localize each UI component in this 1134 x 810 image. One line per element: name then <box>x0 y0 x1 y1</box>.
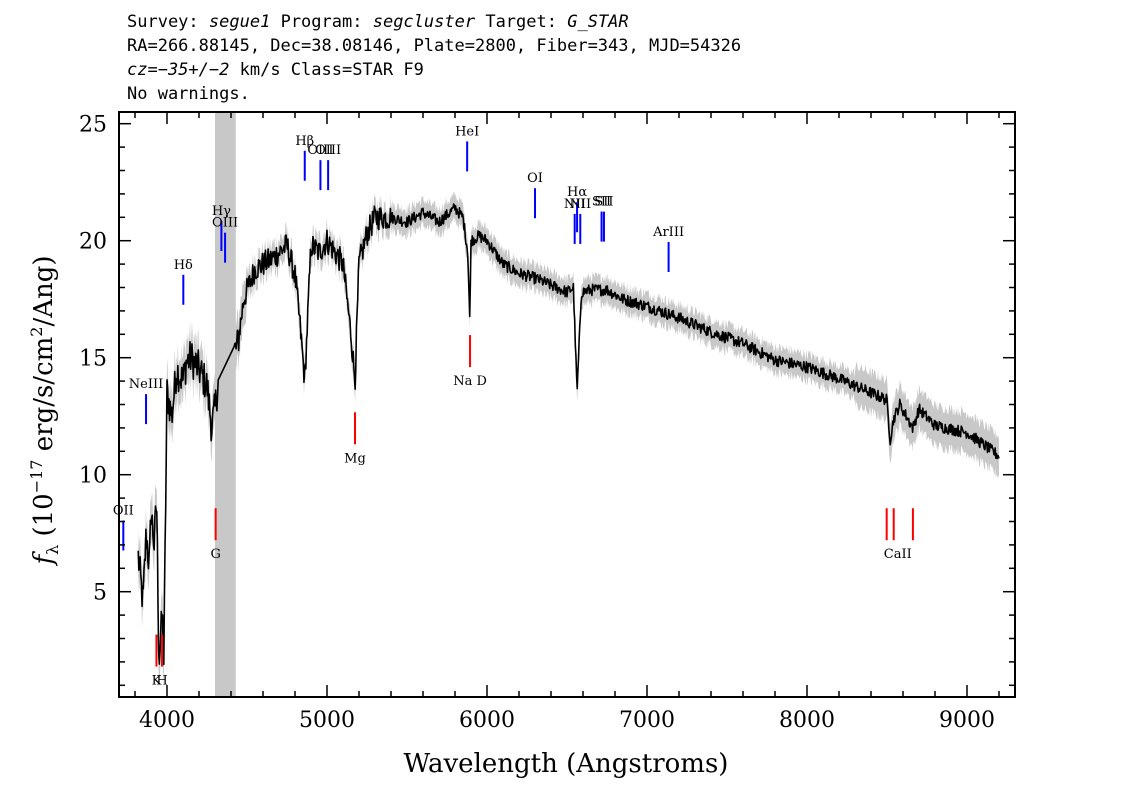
emission-line-label: OIII <box>212 216 238 231</box>
axes-layer <box>118 111 1016 698</box>
absorption-line-label: CaII <box>884 547 912 562</box>
y-axis-title: fλ (10−17 erg/s/cm2/Ang) <box>27 255 62 566</box>
header-line-redshift: cz=−35+/−2 km/s Class=STAR F9 <box>127 58 741 82</box>
emission-line-label: Hγ <box>212 204 231 219</box>
y-axis-squared: 2 <box>27 327 46 337</box>
emission-line-label: NII <box>564 197 586 212</box>
emission-line-label: SII <box>592 195 611 210</box>
y-tick-label: 10 <box>79 464 107 489</box>
x-tick-label: 4000 <box>139 708 195 733</box>
tick-labels-layer: 4000 5000 6000 7000 8000 9000 5 10 15 20 25 <box>79 113 995 733</box>
header-line-warnings: No warnings. <box>127 84 250 104</box>
emission-line-label: NeIII <box>129 377 163 392</box>
absorption-line-label: Mg <box>344 451 366 466</box>
emission-line-label: NII <box>569 197 591 212</box>
y-axis-unit-end: /Ang) <box>29 255 59 326</box>
y-tick-label: 5 <box>93 581 107 606</box>
target-label: Target: <box>485 12 557 32</box>
y-axis-unit-open: (10 <box>29 493 59 545</box>
cz-label: cz= <box>127 60 158 80</box>
x-tick-label: 9000 <box>939 708 995 733</box>
x-tick-label: 5000 <box>299 708 355 733</box>
y-axis-exponent: −17 <box>27 460 46 494</box>
flux-error-band <box>138 191 999 687</box>
flux-layer <box>137 203 1000 666</box>
x-tick-label: 7000 <box>619 708 675 733</box>
target-value: G_STAR <box>567 12 629 32</box>
absorption-line-label: G <box>210 547 220 562</box>
absorption-line-label: Na D <box>453 374 487 389</box>
spectrum-header: Survey: segue1 Program: segcluster Targe… <box>127 10 741 106</box>
cz-rest: km/s Class=STAR F9 <box>229 60 424 80</box>
emission-line-label: Hβ <box>295 134 314 149</box>
emission-line-label: OIII <box>307 143 333 158</box>
masked-region-layer <box>215 112 236 697</box>
emission-line-label: OI <box>527 171 543 186</box>
cz-value: −35+/−2 <box>157 60 230 80</box>
header-line-coords: RA=266.88145, Dec=38.08146, Plate=2800, … <box>127 36 742 56</box>
program-label: Program: <box>280 12 363 32</box>
absorption-line-label: K <box>152 674 162 689</box>
y-axis-unit-mid: erg/s/cm <box>29 337 59 460</box>
masked-region <box>215 112 236 697</box>
survey-label: Survey: <box>127 12 199 32</box>
y-tick-label: 20 <box>79 230 107 255</box>
y-tick-label: 25 <box>79 113 107 138</box>
x-tick-label: 6000 <box>459 708 515 733</box>
error-band-layer <box>138 191 999 687</box>
emission-line-label: ArIII <box>652 225 684 240</box>
y-axis-subscript: λ <box>43 545 62 555</box>
emission-line-label: HeI <box>455 124 479 139</box>
emission-line-label: Hδ <box>174 258 193 273</box>
emission-line-label: OII <box>113 503 134 518</box>
header-line-survey: Survey: segue1 Program: segcluster Targe… <box>127 10 741 34</box>
emission-line-label: Hα <box>567 185 587 200</box>
x-tick-label: 8000 <box>779 708 835 733</box>
emission-line-label: SII <box>594 195 613 210</box>
y-tick-label: 15 <box>79 347 107 372</box>
x-axis-title: Wavelength (Angstroms) <box>404 749 729 779</box>
flux-line <box>137 203 1000 666</box>
survey-value: segue1 <box>208 12 271 32</box>
program-value: segcluster <box>372 12 476 32</box>
absorption-line-label: H <box>156 674 167 689</box>
emission-line-label: OIII <box>315 143 341 158</box>
